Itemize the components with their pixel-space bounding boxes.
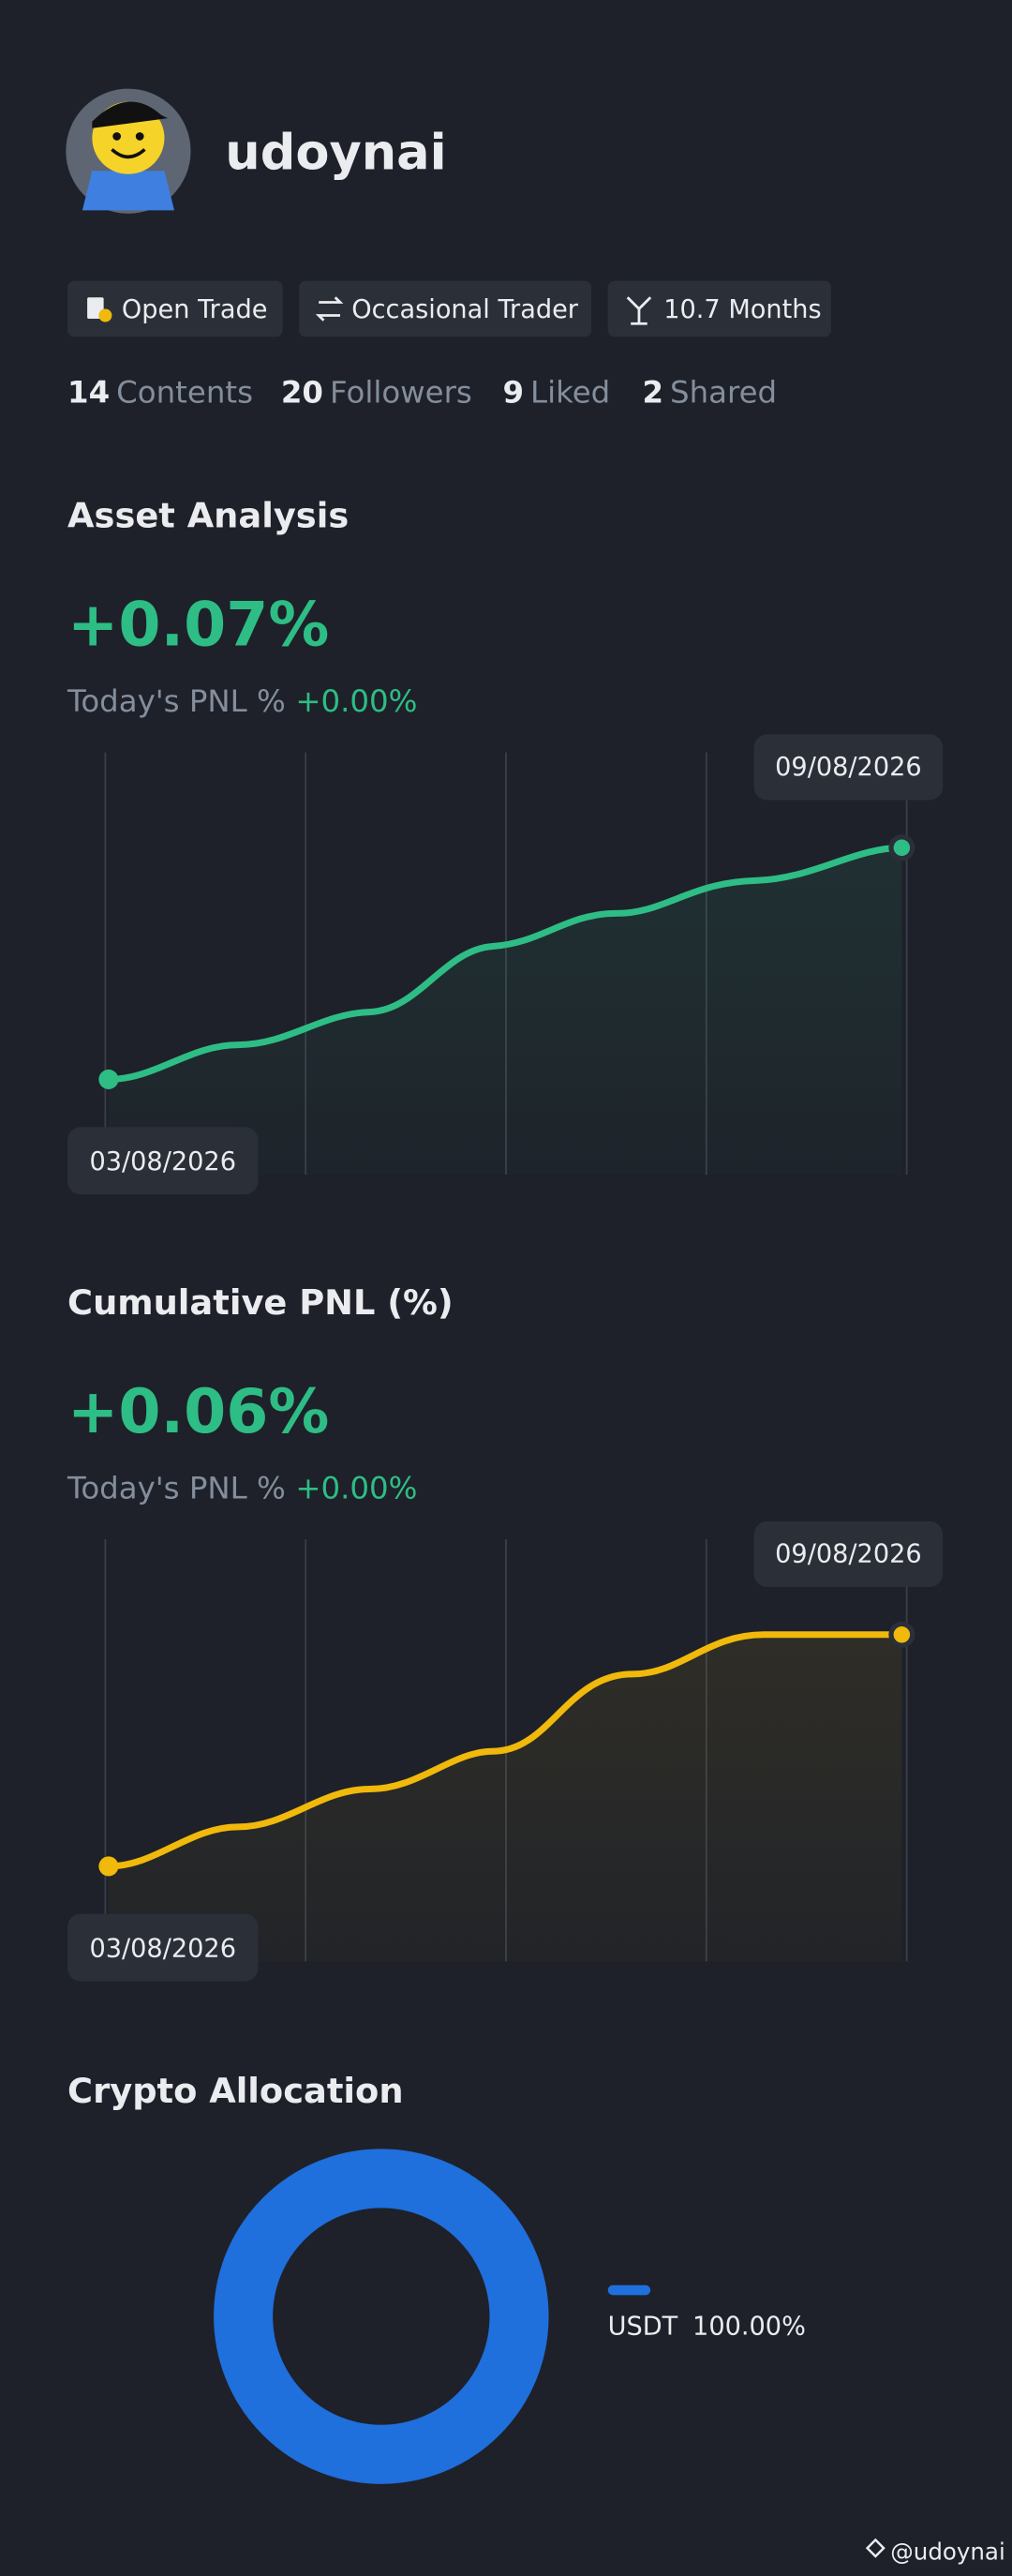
tag: Open Trade xyxy=(122,295,268,324)
chart-area xyxy=(108,1634,902,1962)
date-tag xyxy=(67,1913,259,1982)
start-dot xyxy=(98,1856,119,1877)
username: udoynai xyxy=(225,125,446,182)
stat-label: Shared xyxy=(670,374,777,410)
legend-value: 100.00% xyxy=(692,2312,806,2341)
date-tag xyxy=(753,734,944,801)
label: Today's PNL % xyxy=(67,1470,286,1505)
big-value: +0.06% xyxy=(67,1377,329,1447)
start-dot xyxy=(98,1069,119,1089)
today-pnl: Today's PNL % +0.00% xyxy=(67,683,417,719)
label: Today's PNL % xyxy=(67,683,286,719)
start-date: 03/08/2026 xyxy=(89,1934,236,1963)
stat-label: Followers xyxy=(330,374,472,410)
section-title: Asset Analysis xyxy=(67,496,349,536)
stats: 14 Contents xyxy=(67,374,253,410)
donut-chart xyxy=(214,2149,549,2484)
donut-segment xyxy=(214,2149,549,2484)
stats: 20 Followers xyxy=(281,374,472,410)
legend-name: USDT xyxy=(608,2312,678,2341)
stat-value: 2 xyxy=(642,374,663,410)
section-title: Crypto Allocation xyxy=(67,2071,403,2111)
end-dot xyxy=(893,1626,911,1643)
date-tag xyxy=(753,1520,944,1587)
stat-label: Liked xyxy=(530,374,610,410)
end-date: 09/08/2026 xyxy=(775,1540,922,1569)
legend-swatch xyxy=(607,2284,651,2296)
legend-entry: USDT 100.00% xyxy=(608,2312,806,2341)
end-dot xyxy=(893,839,911,857)
avatar xyxy=(66,88,191,214)
stat-label: Contents xyxy=(116,374,253,410)
stats: 2 Shared xyxy=(642,374,777,410)
logo xyxy=(865,2538,886,2558)
tag: 10.7 Months xyxy=(663,295,821,324)
chart-line xyxy=(105,1631,905,1870)
end-date: 09/08/2026 xyxy=(775,753,922,782)
stat-value: 9 xyxy=(502,374,524,410)
value: +0.00% xyxy=(295,683,417,719)
stat-value: 14 xyxy=(67,374,110,410)
start-date: 03/08/2026 xyxy=(89,1147,236,1176)
date-tag xyxy=(67,1127,259,1195)
stats: 9 Liked xyxy=(502,374,610,410)
value: +0.00% xyxy=(295,1470,417,1505)
watermark: @udoynai xyxy=(890,2538,1005,2565)
today-pnl: Today's PNL % +0.00% xyxy=(67,1470,417,1505)
section-title: Cumulative PNL (%) xyxy=(67,1282,454,1323)
stat-value: 20 xyxy=(281,374,323,410)
chart-area xyxy=(108,847,902,1176)
chart-line xyxy=(105,844,905,1083)
tags: Open Trade Occasional Trader 10.7 Months xyxy=(67,280,832,337)
tag: Occasional Trader xyxy=(351,295,579,324)
big-value: +0.07% xyxy=(67,591,329,661)
